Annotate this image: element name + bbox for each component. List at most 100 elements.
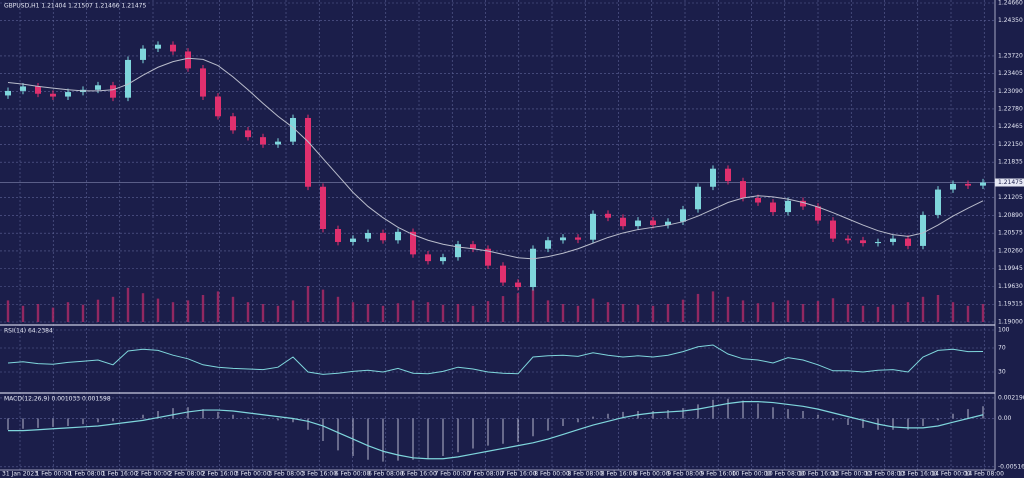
price-tag-bg (995, 178, 1024, 187)
volume-bar (366, 304, 370, 322)
y-tick-label: 1.22780 (998, 105, 1023, 112)
candle-body (515, 282, 521, 288)
volume-bar (6, 300, 10, 322)
x-tick-label: 6 Feb 08:00 (368, 471, 404, 478)
candle-body (170, 44, 176, 52)
candle-body (965, 183, 971, 186)
candle-body (425, 254, 431, 262)
x-tick-label: 3 Feb 08:00 (268, 471, 304, 478)
rsi-title: RSI(14) 64.2384 (4, 328, 53, 335)
y-tick-label: 1.19630 (998, 283, 1023, 290)
candle-body (860, 240, 866, 244)
y-tick-label: 70 (998, 345, 1006, 352)
x-tick-label: 2 Feb 00:00 (135, 471, 171, 478)
volume-bar (471, 305, 475, 322)
candle-body (935, 189, 941, 215)
y-tick-label: 1.24350 (998, 17, 1023, 24)
candle-body (545, 240, 551, 249)
candle-body (620, 217, 626, 227)
volume-bar (351, 302, 355, 322)
x-tick-label: 7 Feb 00:00 (434, 471, 470, 478)
y-tick-label: -0.005165 (998, 463, 1024, 470)
x-tick-label: 13 Feb 08:00 (865, 471, 905, 478)
volume-bar (411, 300, 415, 322)
candle-body (320, 186, 326, 230)
volume-bar (621, 304, 625, 322)
volume-bar (921, 296, 925, 322)
x-tick-label: 2 Feb 08:00 (168, 471, 204, 478)
volume-bar (396, 303, 400, 322)
y-tick-label: 1.22465 (998, 123, 1023, 130)
volume-bar (201, 295, 205, 322)
x-tick-label: 10 Feb 16:00 (798, 471, 838, 478)
moving-average (7, 57, 984, 260)
volume-bar (246, 302, 250, 322)
candle-body (50, 93, 56, 97)
volume-bar (726, 296, 730, 322)
volume-bar (561, 304, 565, 322)
candle-body (530, 248, 536, 288)
volume-bar (906, 302, 910, 322)
candle-body (635, 220, 641, 227)
candle-body (200, 68, 206, 97)
x-tick-label: 2 Feb 16:00 (202, 471, 238, 478)
y-tick-label: 1.20260 (998, 247, 1023, 254)
candle-body (680, 209, 686, 222)
candle-body (440, 257, 446, 262)
y-tick-label: 1.20890 (998, 212, 1023, 219)
x-tick-label: 10 Feb 08:00 (765, 471, 805, 478)
candle-body (650, 220, 656, 226)
x-tick-label: 31 Jan 2023 (2, 471, 38, 478)
x-tick-label: 3 Feb 00:00 (235, 471, 271, 478)
x-tick-label: 1 Feb 08:00 (69, 471, 105, 478)
candle-body (380, 232, 386, 241)
volume-bar (426, 302, 430, 322)
candle-body (365, 232, 371, 239)
candle-body (155, 44, 161, 49)
volume-bar (291, 300, 295, 322)
volume-bar (306, 286, 310, 322)
candle-body (185, 51, 191, 69)
volume-bar (231, 296, 235, 322)
volume-bar (771, 302, 775, 322)
volume-bar (381, 305, 385, 322)
x-tick-label: 1 Feb 00:00 (35, 471, 71, 478)
x-tick-label: 14 Feb 00:00 (931, 471, 971, 478)
candle-body (335, 229, 341, 242)
candle-body (800, 200, 806, 207)
volume-bar (36, 304, 40, 322)
volume-bar (846, 304, 850, 322)
candle-body (725, 168, 731, 182)
candle-body (575, 237, 581, 240)
volume-bar (171, 302, 175, 322)
volume-bar (576, 305, 580, 322)
candle-body (980, 182, 986, 186)
volume-bar (816, 301, 820, 322)
volume-bar (96, 299, 100, 322)
x-tick-label: 8 Feb 00:00 (534, 471, 570, 478)
volume-bar (876, 306, 880, 322)
candle-body (290, 117, 296, 142)
y-tick-label: 1.20575 (998, 230, 1023, 237)
y-tick-label: 1.21205 (998, 194, 1023, 201)
candle-body (305, 117, 311, 187)
x-tick-label: 14 Feb 08:00 (965, 471, 1005, 478)
candle-body (470, 244, 476, 249)
x-tick-label: 6 Feb 00:00 (335, 471, 371, 478)
x-tick-label: 10 Feb 00:00 (732, 471, 772, 478)
volume-bar (516, 293, 520, 322)
y-tick-label: 1.21835 (998, 159, 1023, 166)
y-tick-label: 1.23720 (998, 52, 1023, 59)
rsi-line (7, 344, 984, 375)
candle-body (245, 130, 251, 138)
candle-body (395, 231, 401, 241)
candle-body (35, 86, 41, 94)
x-tick-label: 7 Feb 08:00 (468, 471, 504, 478)
candle-body (140, 48, 146, 60)
candle-body (605, 213, 611, 218)
candle-body (260, 137, 266, 145)
volume-bar (486, 301, 490, 322)
x-tick-label: 1 Feb 16:00 (102, 471, 138, 478)
y-tick-label: 30 (998, 369, 1006, 376)
